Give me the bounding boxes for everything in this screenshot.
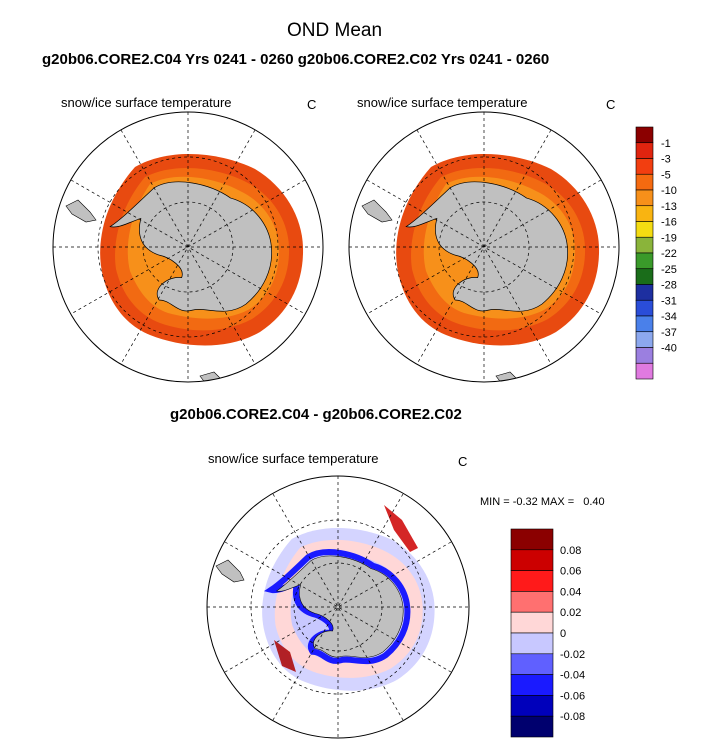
legend-diff-swatch-0 <box>510 528 554 551</box>
legend-top-tick-3: -10 <box>661 185 677 197</box>
diff-title: g20b06.CORE2.C04 - g20b06.CORE2.C02 <box>170 406 462 423</box>
legend-top-tick-8: -25 <box>661 264 677 276</box>
minmax-readout: MIN = -0.32 MAX = 0.40 <box>480 496 605 508</box>
legend-diff-swatch-5 <box>510 632 554 655</box>
legend-top-swatch-0 <box>635 126 654 144</box>
legend-top-tick-10: -31 <box>661 295 677 307</box>
legend-top-swatch-7 <box>635 236 654 254</box>
legend-top-tick-4: -13 <box>661 201 677 213</box>
legend-top-tick-9: -28 <box>661 280 677 292</box>
legend-diff-swatch-4 <box>510 611 554 634</box>
max-value: 0.40 <box>583 496 605 508</box>
figure-title: OND Mean <box>287 20 383 41</box>
legend-top-swatch-8 <box>635 252 654 270</box>
legend-top-swatch-5 <box>635 205 654 222</box>
panel3-units: C <box>458 454 468 469</box>
legend-top-swatch-6 <box>635 221 654 238</box>
legend-top-swatch-14 <box>635 347 654 364</box>
legend-diff-tick-0: 0.08 <box>560 545 581 557</box>
figure-subtitle: g20b06.CORE2.C04 Yrs 0241 - 0260 g20b06.… <box>42 51 550 68</box>
legend-top-swatch-11 <box>635 299 654 317</box>
max-label: MAX = <box>540 496 575 508</box>
legend-top-swatch-3 <box>635 173 654 191</box>
legend-top-swatch-2 <box>635 158 654 175</box>
min-value: -0.32 <box>512 496 538 508</box>
legend-top-tick-1: -3 <box>661 154 671 166</box>
legend-diff-swatch-7 <box>510 674 554 696</box>
legend-diff-swatch-6 <box>510 653 554 675</box>
legend-top-swatch-10 <box>635 284 654 301</box>
legend-diff-tick-2: 0.04 <box>560 586 581 598</box>
legend-diff-swatch-8 <box>510 695 554 717</box>
panel3-grid <box>207 476 469 738</box>
legend-top-tick-11: -34 <box>661 311 677 323</box>
legend-diff-swatch-3 <box>510 591 554 613</box>
legend-diff-tick-7: -0.06 <box>560 690 585 702</box>
legend-diff-swatch-9 <box>510 715 554 738</box>
legend-diff: 0.08 0.06 0.04 0.02 0 -0.02 -0.04 -0.06 -0.08 <box>510 528 585 738</box>
panel2-variable-label: snow/ice surface temperature <box>357 95 528 110</box>
legend-diff-tick-6: -0.04 <box>560 670 585 682</box>
legend-top-tick-13: -40 <box>661 343 677 355</box>
panel3-boundary <box>206 475 470 739</box>
legend-top-tick-6: -19 <box>661 232 677 244</box>
legend-diff-tick-1: 0.06 <box>560 566 581 578</box>
legend-top-swatch-1 <box>635 142 654 159</box>
legend-top-swatch-15 <box>635 362 654 380</box>
legend-diff-swatch-1 <box>510 549 554 571</box>
legend-top-swatch-12 <box>635 315 654 333</box>
panel2-grid <box>349 112 619 382</box>
panel2-units: C <box>606 97 616 112</box>
legend-top-tick-0: -1 <box>661 138 671 150</box>
legend-diff-tick-8: -0.08 <box>560 711 585 723</box>
legend-diff-tick-5: -0.02 <box>560 649 585 661</box>
panel1-boundary <box>52 111 324 383</box>
panel1-grid <box>53 112 323 382</box>
legend-top-swatch-4 <box>635 189 654 207</box>
panel3-variable-label: snow/ice surface temperature <box>208 451 379 466</box>
panel2-boundary <box>348 111 620 383</box>
legend-diff-tick-4: 0 <box>560 628 566 640</box>
panel1-units: C <box>307 97 317 112</box>
panel1-variable-label: snow/ice surface temperature <box>61 95 232 110</box>
min-label: MIN = <box>480 496 510 508</box>
legend-top: -1 -3 -5 -10 -13 -16 -19 -22 -25 -28 -31 -34 -37 -40 <box>635 126 677 380</box>
legend-diff-tick-3: 0.02 <box>560 607 581 619</box>
legend-top-tick-2: -5 <box>661 169 671 181</box>
legend-top-tick-5: -16 <box>661 217 677 229</box>
legend-top-swatch-13 <box>635 331 654 348</box>
legend-top-tick-12: -37 <box>661 327 677 339</box>
legend-diff-swatch-2 <box>510 570 554 592</box>
legend-top-tick-7: -22 <box>661 248 677 260</box>
legend-top-swatch-9 <box>635 268 654 285</box>
